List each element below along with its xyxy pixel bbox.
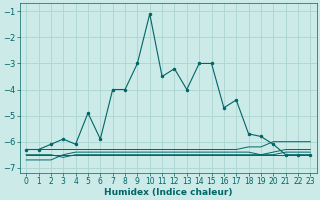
X-axis label: Humidex (Indice chaleur): Humidex (Indice chaleur) (104, 188, 233, 197)
